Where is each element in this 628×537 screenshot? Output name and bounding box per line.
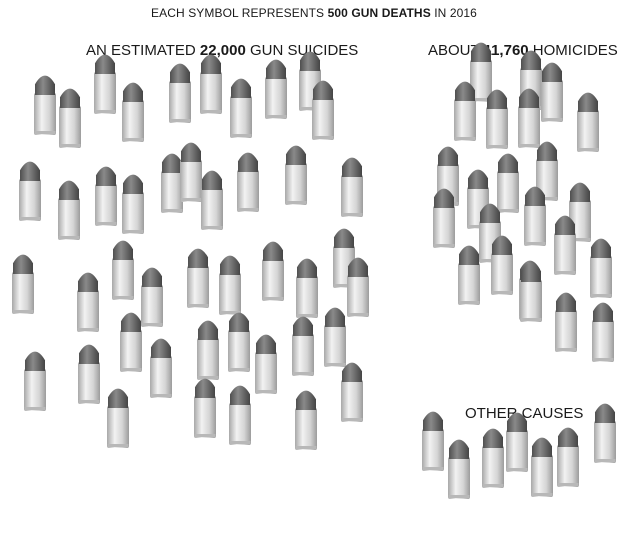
homicide-bullet-icon: [479, 203, 501, 263]
suicide-bullet-icon: [78, 344, 100, 404]
suicide-bullet-icon: [341, 157, 363, 217]
suicide-bullet-icon: [229, 385, 251, 445]
homicides-label-suffix: HOMICIDES: [528, 42, 618, 59]
suicide-bullet-icon: [120, 312, 142, 372]
suicide-bullet-icon: [77, 272, 99, 332]
suicide-bullet-icon: [122, 82, 144, 142]
other-cause-bullet-icon: [594, 403, 616, 463]
suicide-bullet-icon: [255, 334, 277, 394]
suicide-bullet-icon: [237, 152, 259, 212]
homicide-bullet-icon: [590, 238, 612, 298]
suicide-bullet-icon: [200, 54, 222, 114]
suicide-bullet-icon: [94, 54, 116, 114]
other-cause-bullet-icon: [531, 437, 553, 497]
suicide-bullet-icon: [141, 267, 163, 327]
homicides-count: 11,760: [483, 42, 529, 59]
suicide-bullet-icon: [341, 362, 363, 422]
homicide-bullet-icon: [458, 245, 480, 305]
homicide-bullet-icon: [541, 62, 563, 122]
homicide-bullet-icon: [524, 186, 546, 246]
header-suffix: IN 2016: [430, 6, 477, 20]
suicide-bullet-icon: [333, 228, 355, 288]
suicide-bullet-icon: [19, 161, 41, 221]
suicide-bullet-icon: [180, 142, 202, 202]
other-cause-bullet-icon: [557, 427, 579, 487]
homicide-bullet-icon: [470, 42, 492, 102]
other-cause-bullet-icon: [448, 439, 470, 499]
suicide-bullet-icon: [230, 78, 252, 138]
suicide-bullet-icon: [169, 63, 191, 123]
homicide-bullet-icon: [518, 88, 540, 148]
homicide-bullet-icon: [554, 215, 576, 275]
other-cause-bullet-icon: [422, 411, 444, 471]
suicide-bullet-icon: [265, 59, 287, 119]
homicide-bullet-icon: [520, 262, 542, 322]
chart-subtitle: EACH SYMBOL REPRESENTS 500 GUN DEATHS IN…: [0, 6, 628, 20]
suicide-bullet-icon: [12, 254, 34, 314]
suicide-bullet-icon: [58, 180, 80, 240]
suicides-label-prefix: AN ESTIMATED: [86, 42, 200, 59]
homicide-bullet-icon: [491, 235, 513, 295]
suicide-bullet-icon: [194, 378, 216, 438]
suicide-bullet-icon: [107, 388, 129, 448]
suicide-bullet-icon: [112, 240, 134, 300]
homicide-bullet-icon: [454, 81, 476, 141]
header-prefix: EACH SYMBOL REPRESENTS: [151, 6, 328, 20]
suicide-bullet-icon: [262, 241, 284, 301]
suicide-bullet-icon: [228, 312, 250, 372]
suicide-bullet-icon: [24, 351, 46, 411]
suicide-bullet-icon: [161, 153, 183, 213]
homicide-bullet-icon: [577, 92, 599, 152]
suicide-bullet-icon: [150, 338, 172, 398]
suicide-bullet-icon: [122, 174, 144, 234]
suicide-bullet-icon: [187, 248, 209, 308]
suicide-bullet-icon: [95, 166, 117, 226]
suicide-bullet-icon: [285, 145, 307, 205]
suicides-label: AN ESTIMATED 22,000 GUN SUICIDES: [86, 42, 358, 59]
homicide-bullet-icon: [555, 292, 577, 352]
suicide-bullet-icon: [347, 257, 369, 317]
homicide-bullet-icon: [486, 89, 508, 149]
suicide-bullet-icon: [324, 307, 346, 367]
suicide-bullet-icon: [219, 255, 241, 315]
suicide-bullet-icon: [292, 316, 314, 376]
other-cause-bullet-icon: [506, 412, 528, 472]
homicides-label: ABOUT 11,760 HOMICIDES: [428, 42, 618, 59]
suicide-bullet-icon: [312, 80, 334, 140]
other-cause-bullet-icon: [482, 428, 504, 488]
suicide-bullet-icon: [296, 258, 318, 318]
homicide-bullet-icon: [592, 302, 614, 362]
homicide-bullet-icon: [433, 188, 455, 248]
homicides-label-prefix: ABOUT: [428, 42, 484, 59]
other-causes-label: OTHER CAUSES: [465, 405, 583, 422]
other-causes-label-text: OTHER CAUSES: [465, 405, 584, 422]
suicides-label-suffix: GUN SUICIDES: [245, 42, 359, 59]
suicide-bullet-icon: [197, 320, 219, 380]
suicide-bullet-icon: [59, 88, 81, 148]
suicide-bullet-icon: [295, 390, 317, 450]
suicide-bullet-icon: [201, 170, 223, 230]
header-bold: 500 GUN DEATHS: [327, 6, 431, 20]
homicide-bullet-icon: [497, 153, 519, 213]
suicide-bullet-icon: [34, 75, 56, 135]
